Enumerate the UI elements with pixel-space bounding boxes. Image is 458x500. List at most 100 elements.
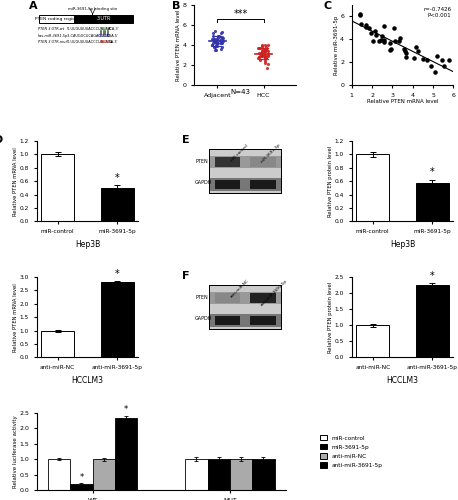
Point — [263, 64, 271, 72]
Point — [365, 24, 373, 32]
Point — [446, 56, 453, 64]
Point — [258, 47, 266, 55]
Point — [256, 44, 263, 52]
Bar — [209, 285, 281, 330]
X-axis label: Relative PTEN mRNA level: Relative PTEN mRNA level — [367, 100, 438, 104]
Point — [260, 52, 267, 60]
Text: 5'-UUGUUUUACCCUAUAG: 5'-UUGUUUUACCCUAUAG — [67, 40, 112, 44]
Point — [362, 23, 370, 31]
Point — [214, 32, 221, 40]
Point — [211, 35, 218, 43]
Point — [256, 53, 263, 61]
Point — [213, 40, 220, 48]
Text: has-miR-3691-5p: has-miR-3691-5p — [38, 34, 68, 38]
Text: D: D — [0, 134, 3, 144]
Point — [255, 53, 262, 61]
Point — [438, 56, 445, 64]
Point — [377, 36, 384, 44]
Point — [264, 52, 272, 60]
Point — [381, 38, 388, 46]
Bar — [209, 292, 281, 304]
Point — [258, 48, 266, 56]
Bar — [48, 459, 70, 490]
Point — [263, 46, 271, 54]
Text: HCCLM3: HCCLM3 — [387, 376, 419, 385]
Point — [410, 54, 418, 62]
Point — [255, 54, 262, 62]
Point — [257, 51, 264, 59]
Point — [390, 24, 397, 32]
Point — [257, 50, 264, 58]
Point — [262, 44, 269, 52]
Text: *: * — [430, 167, 435, 177]
Point — [211, 35, 218, 43]
Bar — [209, 149, 281, 194]
Point — [213, 39, 221, 47]
Bar — [209, 149, 281, 194]
Point — [214, 42, 221, 50]
Point — [212, 38, 219, 46]
Point — [363, 21, 370, 29]
Text: anti-miR-3691-5p: anti-miR-3691-5p — [260, 278, 289, 307]
Point — [397, 34, 404, 42]
Text: Hep3B: Hep3B — [75, 240, 100, 249]
Text: PTEN 3'UTR-wt: PTEN 3'UTR-wt — [38, 27, 64, 31]
Point — [419, 55, 426, 63]
Point — [261, 51, 268, 59]
Point — [392, 37, 399, 45]
Point — [218, 36, 226, 44]
Point — [369, 38, 376, 46]
Point — [219, 36, 226, 44]
Point — [219, 34, 226, 42]
Text: *: * — [115, 270, 120, 280]
Point — [212, 38, 219, 46]
Text: 3'UTR: 3'UTR — [97, 16, 111, 21]
Point — [403, 53, 410, 61]
Point — [258, 41, 265, 49]
Point — [357, 20, 365, 28]
Point — [218, 28, 225, 36]
Bar — [207, 459, 230, 490]
Bar — [416, 285, 449, 358]
Point — [213, 36, 221, 44]
Point — [213, 46, 220, 54]
Point — [256, 44, 264, 52]
Point — [433, 52, 441, 60]
Point — [209, 29, 217, 37]
Text: Hep3B: Hep3B — [390, 240, 415, 249]
Bar — [209, 156, 281, 168]
Point — [209, 38, 217, 46]
Point — [211, 36, 218, 44]
Point — [262, 59, 269, 67]
Point — [356, 10, 363, 18]
Point — [262, 48, 269, 56]
Bar — [41, 154, 74, 222]
Point — [257, 50, 264, 58]
Bar — [214, 293, 240, 303]
Point — [260, 52, 267, 60]
Point — [210, 38, 218, 46]
Text: *: * — [124, 406, 128, 414]
Point — [264, 50, 272, 58]
Text: E: E — [182, 134, 190, 144]
Point — [215, 32, 222, 40]
Point — [211, 38, 218, 46]
Point — [208, 42, 216, 50]
Point — [257, 52, 264, 60]
Point — [218, 34, 225, 42]
Bar — [214, 180, 240, 190]
Text: HCCLM3: HCCLM3 — [71, 376, 104, 385]
Bar — [214, 316, 240, 326]
Point — [262, 54, 270, 62]
Text: PTEN coding region: PTEN coding region — [35, 16, 78, 20]
Text: *: * — [79, 472, 83, 482]
Point — [368, 29, 375, 37]
Bar — [209, 285, 281, 330]
Point — [260, 48, 267, 56]
Bar — [209, 314, 281, 327]
Point — [386, 46, 393, 54]
Point — [265, 47, 272, 55]
Point — [219, 39, 226, 47]
Text: CAUCC: CAUCC — [100, 27, 112, 31]
Bar — [250, 180, 276, 190]
